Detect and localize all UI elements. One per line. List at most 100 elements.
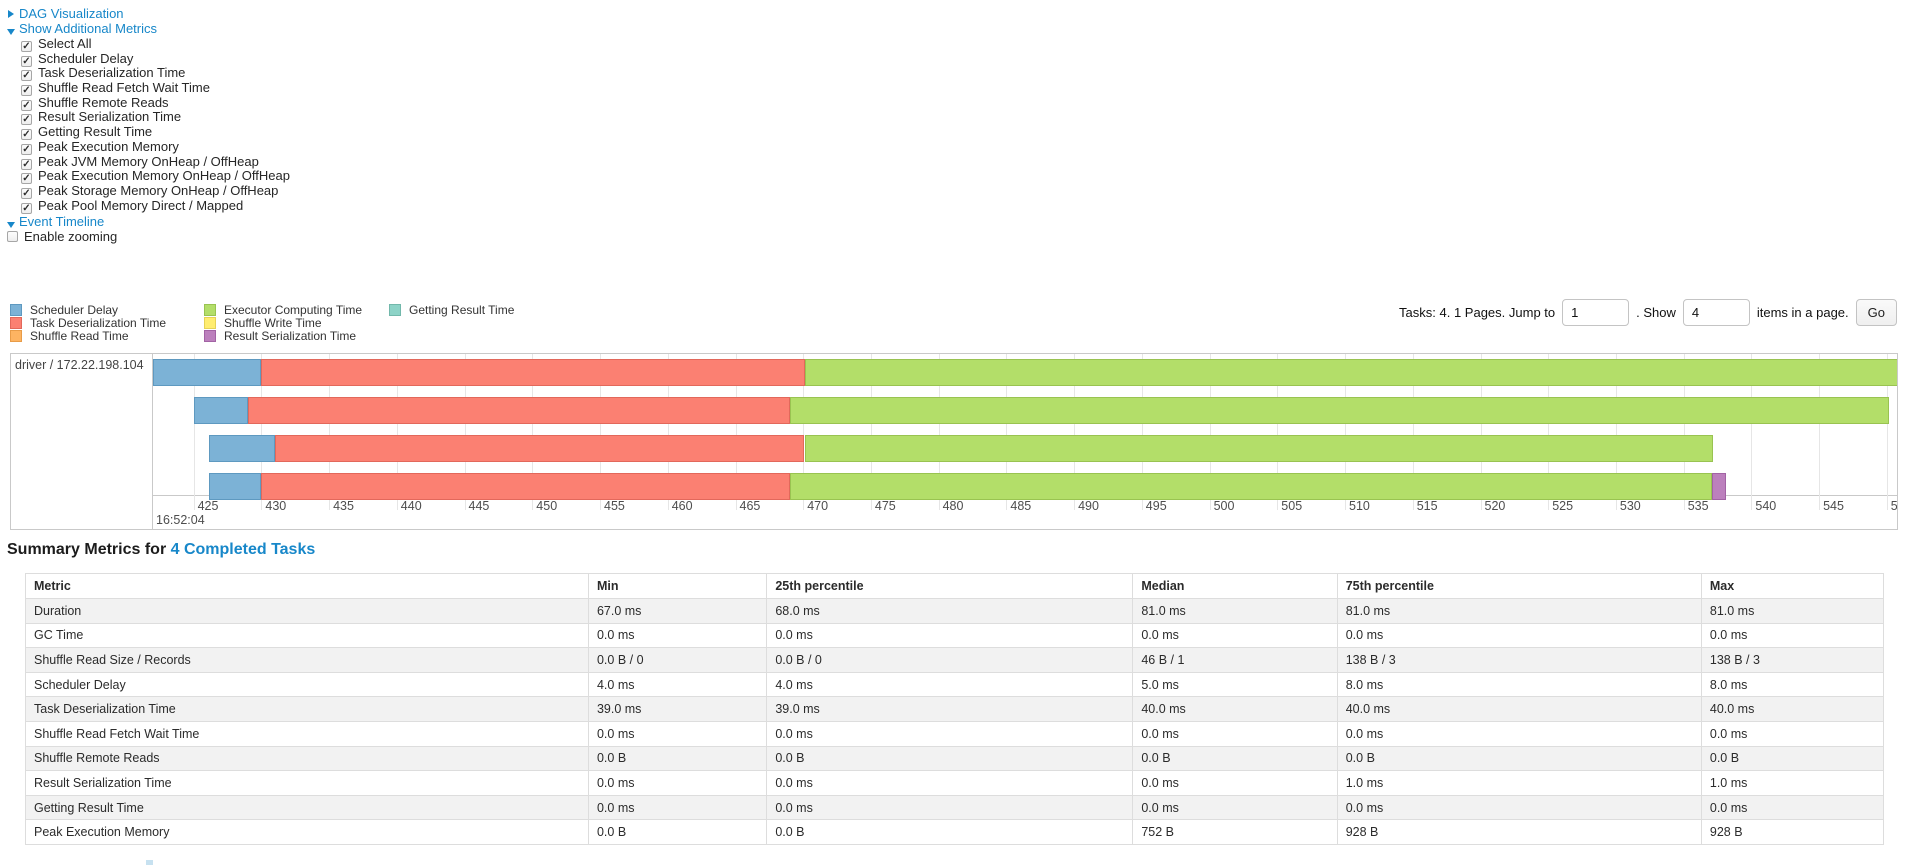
task-bar-segment-result-serialization[interactable] [1712,473,1726,500]
metric-value-cell: 0.0 B / 0 [587,647,768,673]
legend-item: Executor Computing Time [204,302,363,317]
metric-value-cell: 928 B [1336,819,1702,845]
task-bar-segment-task-deserialization[interactable] [247,397,790,424]
legend-swatch-icon [204,330,216,343]
metric-checkbox-label: Getting Result Time [38,124,153,140]
metric-value-cell: 0.0 B [587,745,768,772]
metric-value-cell: 0.0 ms [766,794,1134,821]
axis-gridline [667,354,669,510]
metric-value-cell: 0.0 ms [1132,794,1338,821]
metric-value-cell: 68.0 ms [766,598,1134,624]
axis-tick-label: 540 [1755,499,1777,513]
metric-value-cell: 0.0 ms [1700,622,1885,649]
metric-name-cell: Scheduler Delay [25,671,589,698]
timeline-plot-area: 16:52:04 425 430 435 440 445 450 455 460 465 470 4… [153,354,1897,529]
go-button[interactable]: Go [1855,298,1897,326]
table-row: Scheduler Delay 4.0 ms 4.0 ms 5.0 ms 8.0 ms 8… [25,671,1885,698]
task-bar-segment-executor-computing[interactable] [804,359,1897,386]
metric-checkbox[interactable]: ✓ [21,143,32,155]
task-bar-segment-executor-computing[interactable] [804,435,1714,462]
executor-group-label: driver / 172.22.198.104 [15,358,144,372]
metric-checkbox[interactable]: ✓ [21,158,32,170]
dag-visualization-toggle[interactable]: DAG Visualization [7,6,290,21]
axis-gridline [1209,354,1211,510]
summary-metrics-heading: Summary Metrics for 4 Completed Tasks [7,541,315,559]
metric-value-cell: 40.0 ms [1336,696,1702,722]
task-bar-segment-scheduler-delay[interactable] [208,473,262,500]
metric-value-cell: 0.0 ms [1336,720,1702,747]
axis-gridline [1886,354,1888,510]
metric-checkbox[interactable]: ✓ [21,41,32,52]
metric-checkbox[interactable]: ✓ [21,70,32,82]
task-bar-segment-task-deserialization[interactable] [261,473,790,500]
timeline-group-column: driver / 172.22.198.104 [11,354,153,529]
legend-column: Executor Computing Time Shuffle Write Tim… [204,303,362,343]
metric-checkbox[interactable]: ✓ [21,114,32,126]
metric-checkbox-item: ✓ Task Deserialization Time [21,66,290,82]
event-timeline-chart: driver / 172.22.198.104 16:52:04 425 430 4… [10,353,1898,530]
axis-gridline [1480,354,1482,510]
enable-zooming-checkbox[interactable] [7,231,18,243]
axis-gridline [1277,354,1279,510]
axis-tick-label: 520 [1484,499,1506,513]
axis-gridline [464,354,466,510]
task-bar-segment-executor-computing[interactable] [789,473,1713,500]
axis-tick-label: 480 [942,499,964,513]
table-row: Peak Execution Memory 0.0 B 0.0 B 752 B 928 … [25,819,1885,845]
task-bar-segment-scheduler-delay[interactable] [208,435,275,462]
metric-value-cell: 0.0 ms [766,770,1134,796]
metric-value-cell: 138 B / 3 [1336,647,1702,673]
task-bar-segment-scheduler-delay[interactable] [193,397,248,424]
axis-tick-label: 500 [1213,499,1235,513]
axis-gridline [1074,354,1076,510]
items-per-page-input[interactable] [1682,298,1750,326]
axis-tick-label: 470 [807,499,829,513]
metric-checkbox[interactable]: ✓ [21,99,32,111]
metric-checkbox[interactable]: ✓ [21,187,32,199]
metric-checkbox-list: ✓ Select All ✓ Scheduler Delay ✓ Task Deseria… [21,36,290,214]
task-bar-segment-task-deserialization[interactable] [261,359,805,386]
metric-checkbox-label: Peak Execution Memory [38,138,179,154]
metric-value-cell: 0.0 B [1132,745,1338,772]
metric-value-cell: 46 B / 1 [1132,647,1338,673]
metric-value-cell: 0.0 ms [1132,770,1338,796]
jump-to-page-input[interactable] [1562,298,1630,326]
task-bar-segment-executor-computing[interactable] [789,397,1890,424]
metric-checkbox-item: ✓ Shuffle Remote Reads [21,94,290,111]
metric-value-cell: 67.0 ms [587,598,768,624]
metric-name-cell: Peak Execution Memory [25,819,589,845]
metric-value-cell: 138 B / 3 [1700,647,1885,673]
metric-checkbox-item: ✓ Shuffle Read Fetch Wait Time [21,80,290,97]
legend-item: Getting Result Time [389,303,514,317]
metric-checkbox-label: Shuffle Remote Reads [38,94,169,110]
metric-checkbox[interactable]: ✓ [21,85,32,97]
show-additional-metrics-toggle[interactable]: Show Additional Metrics [7,21,290,36]
metric-checkbox[interactable]: ✓ [21,55,32,67]
metric-checkbox[interactable]: ✓ [21,129,32,141]
metric-value-cell: 40.0 ms [1700,696,1885,722]
legend-column: Getting Result Time [389,303,514,317]
axis-gridline [193,354,195,510]
event-timeline-toggle[interactable]: Event Timeline [7,214,290,229]
metric-checkbox[interactable]: ✓ [21,173,32,185]
axis-tick-label: 425 [197,499,219,513]
legend-swatch-icon [10,317,22,330]
completed-tasks-link[interactable]: 4 Completed Tasks [170,541,316,558]
metric-value-cell: 81.0 ms [1700,598,1885,624]
show-additional-metrics-label: Show Additional Metrics [19,21,158,36]
legend-label: Executor Computing Time [224,302,363,317]
metric-value-cell: 0.0 ms [587,770,768,796]
axis-gridline [1141,354,1143,510]
stage-controls: DAG Visualization Show Additional Metric… [7,6,290,244]
task-bar-segment-scheduler-delay[interactable] [153,359,262,386]
metric-checkbox[interactable]: ✓ [21,202,32,214]
legend-swatch-icon [10,303,22,316]
legend-swatch-icon [10,330,22,343]
axis-tick-label: 550 [1890,499,1897,513]
legend-label: Scheduler Delay [30,302,119,317]
metric-value-cell: 0.0 ms [1336,794,1702,821]
metric-value-cell: 0.0 ms [587,622,768,649]
task-bar-segment-task-deserialization[interactable] [274,435,805,462]
axis-tick-label: 515 [1416,499,1438,513]
summary-metrics-table: Metric Min 25th percentile Median 75th perce… [25,573,1885,845]
